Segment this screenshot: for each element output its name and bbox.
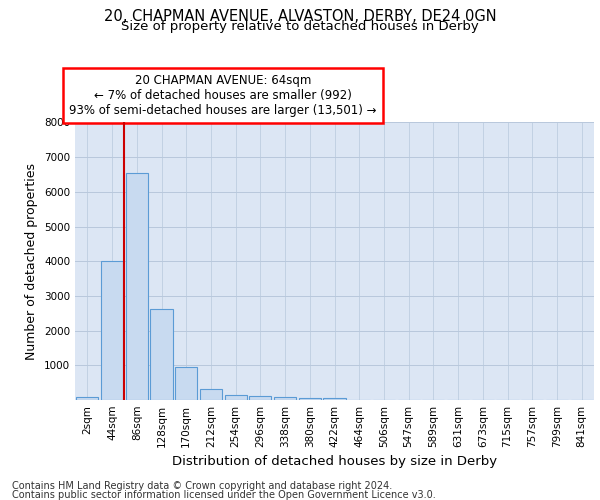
X-axis label: Distribution of detached houses by size in Derby: Distribution of detached houses by size … bbox=[172, 456, 497, 468]
Bar bbox=[125, 173, 148, 400]
Bar bbox=[175, 366, 197, 400]
Y-axis label: Number of detached properties: Number of detached properties bbox=[25, 163, 38, 360]
Bar bbox=[299, 398, 321, 400]
Text: Size of property relative to detached houses in Derby: Size of property relative to detached ho… bbox=[121, 20, 479, 33]
Bar bbox=[274, 398, 296, 400]
Text: Contains public sector information licensed under the Open Government Licence v3: Contains public sector information licen… bbox=[12, 490, 436, 500]
Text: Contains HM Land Registry data © Crown copyright and database right 2024.: Contains HM Land Registry data © Crown c… bbox=[12, 481, 392, 491]
Bar bbox=[224, 395, 247, 400]
Bar bbox=[323, 398, 346, 400]
Text: 20, CHAPMAN AVENUE, ALVASTON, DERBY, DE24 0GN: 20, CHAPMAN AVENUE, ALVASTON, DERBY, DE2… bbox=[104, 9, 496, 24]
Bar bbox=[151, 309, 173, 400]
Text: 20 CHAPMAN AVENUE: 64sqm
← 7% of detached houses are smaller (992)
93% of semi-d: 20 CHAPMAN AVENUE: 64sqm ← 7% of detache… bbox=[69, 74, 377, 117]
Bar bbox=[76, 398, 98, 400]
Bar bbox=[200, 388, 222, 400]
Bar bbox=[249, 396, 271, 400]
Bar bbox=[101, 261, 123, 400]
